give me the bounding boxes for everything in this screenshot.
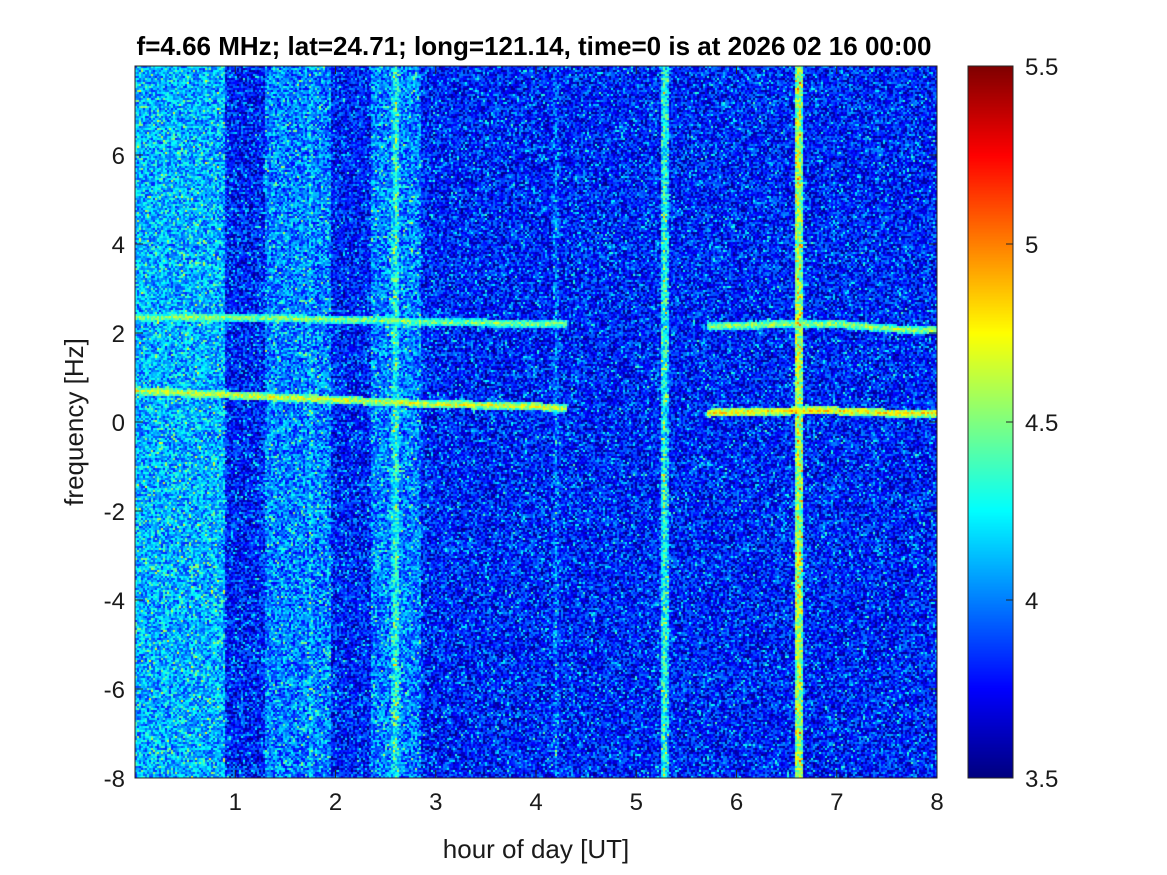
y-axis-label: frequency [Hz]	[59, 338, 89, 506]
x-tick-label: 4	[529, 789, 542, 816]
x-tick-label: 3	[429, 789, 442, 816]
x-axis-label: hour of day [UT]	[443, 834, 629, 864]
chart-title: f=4.66 MHz; lat=24.71; long=121.14, time…	[137, 31, 932, 61]
y-tick-label: 0	[112, 410, 125, 437]
y-tick-label: 4	[112, 232, 125, 259]
colorbar-tick-label: 5.5	[1025, 54, 1058, 81]
x-tick-label: 2	[329, 789, 342, 816]
plot-area	[134, 65, 938, 779]
y-tick-label: 6	[112, 143, 125, 170]
colorbar-tick-label: 5	[1025, 232, 1038, 259]
colorbar-ticks: 3.5 4 4.5 5 5.5	[1006, 54, 1058, 793]
colorbar-gradient	[968, 66, 1013, 778]
x-tick-label: 8	[930, 789, 943, 816]
y-tick-label: -8	[104, 766, 125, 793]
y-axis: -8 -6 -4 -2 0 2 4 6	[104, 143, 937, 793]
colorbar-tick-label: 4	[1025, 588, 1038, 615]
spectrogram-heatmap	[135, 66, 937, 778]
x-tick-label: 7	[830, 789, 843, 816]
x-tick-label: 5	[630, 789, 643, 816]
y-tick-label: 2	[112, 321, 125, 348]
heatmap-image-wrapper	[135, 66, 937, 778]
y-tick-label: -2	[104, 499, 125, 526]
x-tick-label: 1	[229, 789, 242, 816]
x-axis: 1 2 3 4 5 6 7 8	[229, 66, 944, 816]
y-tick-label: -6	[104, 677, 125, 704]
colorbar-tick-label: 4.5	[1025, 410, 1058, 437]
x-tick-label: 6	[730, 789, 743, 816]
colorbar-gradient-wrapper	[968, 66, 1013, 778]
colorbar: 3.5 4 4.5 5 5.5	[967, 54, 1058, 793]
colorbar-tick-label: 3.5	[1025, 766, 1058, 793]
y-tick-label: -4	[104, 588, 125, 615]
